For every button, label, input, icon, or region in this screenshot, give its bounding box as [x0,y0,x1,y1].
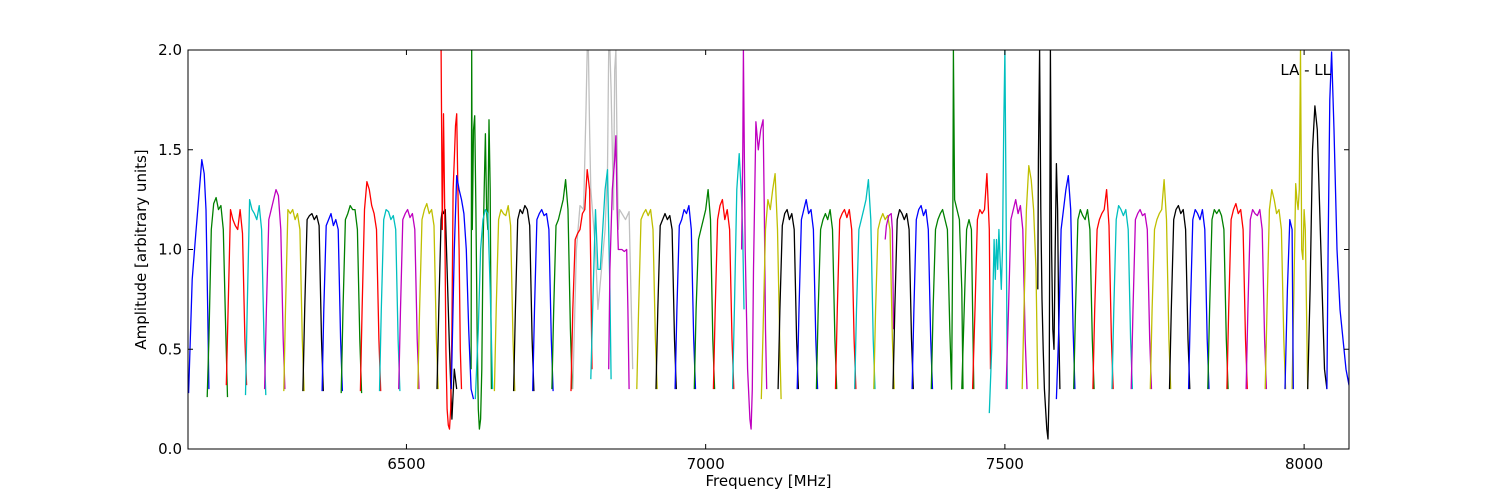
channel-line-40 [884,212,895,330]
channel-line-1 [206,196,229,398]
channel-line-23 [570,169,593,392]
channel-line-65 [1326,51,1349,390]
channel-line-57 [1187,208,1210,390]
y-tick-label-1: 0.5 [158,340,182,358]
x-axis-label: Frequency [MHz] [705,472,831,490]
y-tick-label-4: 2.0 [158,41,182,59]
channel-line-60 [1245,208,1268,390]
channel-line-39 [873,212,895,390]
channel-line-29 [693,188,716,390]
channel-line-10 [378,208,401,392]
polarization-annotation: LA - LL [1280,61,1331,79]
channel-line-2 [225,208,248,386]
y-tick-label-0: 0.0 [158,440,182,458]
channel-line-49 [1037,50,1061,440]
channel-line-35 [796,198,819,390]
y-tick-label-3: 1.5 [158,141,182,159]
channel-line-8 [340,204,363,394]
channel-line-22 [572,50,634,390]
channel-line-20 [532,208,554,392]
channel-line-55 [1149,179,1172,390]
channel-line-4 [263,188,286,390]
channel-line-50 [1055,175,1076,400]
channel-line-54 [1130,208,1153,390]
channel-line-5 [283,208,305,392]
channel-line-44 [961,218,975,390]
y-axis-label: Amplitude [arbitrary units] [132,149,150,349]
plot-frame [187,49,1350,450]
channel-line-6 [302,212,324,392]
channel-line-24 [590,169,612,380]
channel-line-11 [398,208,420,390]
channel-line-61 [1264,188,1287,390]
channel-line-30 [712,198,735,390]
channel-line-19 [512,204,535,392]
channel-line-18 [493,204,516,392]
channel-line-45 [971,173,992,390]
channel-line-33 [760,173,782,400]
channel-line-46 [988,50,1008,414]
series-layer [188,50,1349,440]
channel-line-62 [1291,50,1309,390]
channel-line-12 [417,202,439,390]
channel-line-26 [636,208,658,390]
x-tick-label-0: 6500 [387,455,425,473]
x-tick-label-2: 7500 [986,455,1024,473]
channel-line-56 [1168,204,1191,390]
channel-line-51 [1073,208,1095,390]
channel-line-28 [674,204,697,390]
channel-line-63 [1284,218,1294,390]
channel-line-15 [450,175,475,400]
x-tick-label-1: 7000 [687,455,725,473]
channel-line-21 [551,179,573,390]
ticks-layer: 6500 7000 7500 8000 0.0 0.5 1.0 1.5 2.0 [158,41,1349,473]
channel-line-48 [1021,165,1039,390]
channel-line-38 [854,179,876,390]
channel-line-36 [815,208,838,390]
channel-line-32 [740,50,768,430]
channel-line-43 [930,50,964,390]
channel-line-0 [188,159,210,394]
channel-line-25 [608,135,630,390]
channel-line-17 [474,208,494,400]
channel-line-7 [321,212,344,392]
x-tick-label-3: 8000 [1285,455,1323,473]
channel-line-3 [244,198,267,396]
channel-line-42 [911,204,934,390]
channel-line-64 [1307,105,1328,390]
channel-line-59 [1226,202,1248,390]
channel-line-58 [1207,208,1229,390]
channel-line-27 [655,212,677,390]
channel-line-9 [359,181,382,392]
channel-line-37 [834,208,857,390]
channel-line-53 [1111,204,1134,390]
channel-line-31 [731,153,745,390]
channel-line-34 [777,208,800,390]
channel-line-52 [1092,188,1114,390]
channel-line-41 [892,208,914,390]
y-tick-label-2: 1.0 [158,241,182,259]
